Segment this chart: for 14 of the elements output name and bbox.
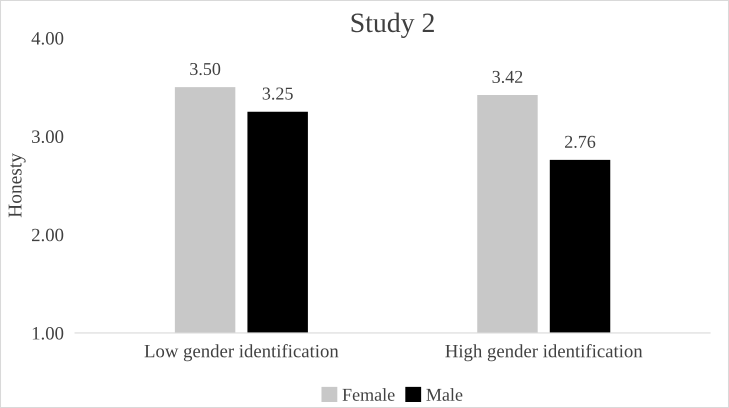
- legend-label: Female: [342, 388, 395, 401]
- data-label: 3.25: [262, 88, 293, 100]
- data-label: 3.42: [492, 70, 522, 84]
- y-tick-label: 4.00: [32, 32, 64, 45]
- data-label: 2.76: [565, 136, 596, 148]
- chart-title: Study 2: [352, 12, 434, 38]
- x-tick-label: High gender identification: [445, 344, 642, 362]
- y-axis-title: Honesty: [8, 153, 26, 218]
- y-tick-label: 1.00: [32, 326, 64, 340]
- x-tick-label: Low gender identification: [144, 344, 338, 362]
- y-tick-label: 3.00: [32, 130, 64, 144]
- data-label: 3.50: [190, 62, 220, 76]
- legend-label: Male: [426, 388, 462, 401]
- y-tick-label: 2.00: [32, 228, 64, 242]
